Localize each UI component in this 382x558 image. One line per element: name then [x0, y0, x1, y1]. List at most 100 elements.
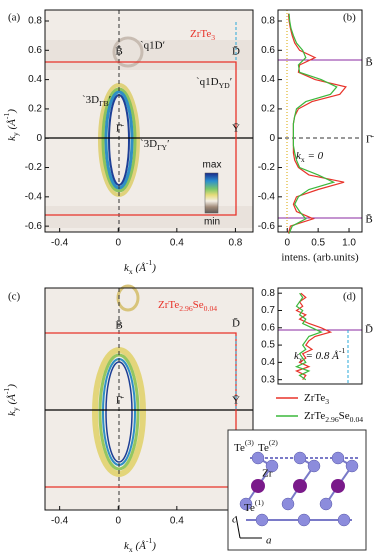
text-part: x [301, 155, 305, 164]
text-part: 3 [325, 397, 329, 406]
x-axis-label: kx (Å-1) [124, 258, 156, 276]
y-tick-label: 0.4 [28, 74, 42, 85]
intensity-curve [294, 292, 323, 381]
annotation: `3DΓY′ [140, 138, 170, 153]
text-part: (Å [6, 394, 18, 407]
y-tick-label: 0.6 [261, 45, 275, 56]
y-tick-label: 0.8 [261, 288, 275, 299]
y-tick-label: 0.7 [261, 305, 275, 316]
x-tick-label: 0 [115, 516, 121, 527]
text-part: ZrTe [158, 299, 179, 311]
atom-label: Te(1) [244, 498, 264, 513]
colorbar-min: min [204, 217, 220, 228]
x-tick-label: 0.4 [170, 238, 184, 249]
x-axis-label: kx (Å-1) [124, 536, 156, 554]
y-tick-label: 0.6 [261, 322, 275, 333]
text-part: Se [339, 410, 350, 422]
axis-a: a [266, 535, 272, 547]
text-part: ZrTe [304, 410, 325, 422]
text-part: `q1D [196, 76, 219, 88]
point-label: B̄ [115, 45, 122, 57]
colorbar-max: max [203, 160, 222, 171]
panel-b [277, 9, 363, 233]
text-part: Te [234, 442, 245, 454]
y-tick-label: 0.6 [28, 45, 42, 56]
text-part: 2.96 [179, 304, 193, 313]
x-tick-label: 0 [284, 238, 290, 249]
atom-label: Zr [262, 468, 273, 480]
text-part: -1 [2, 113, 11, 120]
text-part: k [6, 410, 18, 416]
text-part: (3) [245, 438, 254, 447]
legend-label: ZrTe3 [304, 392, 329, 407]
text-part: `3D [82, 94, 99, 106]
text-part: ZrTe [304, 392, 325, 404]
x-tick-label: 0.8 [228, 238, 242, 249]
text-part: ) [6, 384, 18, 389]
point-label: B̄ [365, 56, 372, 68]
text-part: k [6, 135, 18, 141]
text-part: ΓY [157, 143, 167, 152]
x-tick-label: 0 [115, 238, 121, 249]
y-tick-label: -0.4 [25, 191, 43, 202]
annotation: `3DΓB′ [82, 94, 111, 109]
text-part: ′ [230, 76, 232, 88]
text-part: y [11, 407, 20, 411]
y-tick-label: 0.2 [261, 104, 275, 115]
point-label: D̄ [232, 45, 240, 57]
annotation: `q1D′ [140, 40, 165, 52]
x-tick-label: -0.4 [51, 238, 69, 249]
y-tick-label: 0 [269, 133, 275, 144]
text-part: ΓB [99, 99, 109, 108]
text-part: (2) [269, 438, 278, 447]
point-label: Γ̄ [366, 134, 374, 146]
text-part: ) [151, 262, 156, 274]
legend: ZrTe3 ZrTe2.96Se0.04 [276, 392, 363, 424]
x-tick-label: -0.4 [51, 516, 69, 527]
y-tick-label: 0.4 [261, 74, 275, 85]
panel-d [277, 287, 363, 385]
text-part: Te [258, 442, 269, 454]
text-part: 2.96 [325, 415, 339, 424]
text-part: ) [151, 540, 156, 552]
x-tick-label: 1.0 [342, 238, 356, 249]
point-label: Ȳ [232, 395, 240, 407]
map-a [44, 9, 254, 233]
text-part: k [124, 540, 130, 552]
x-tick-label: 0.5 [311, 238, 325, 249]
sample-title: ZrTe2.96Se0.04 [158, 299, 217, 314]
text-part: ′ [109, 94, 111, 106]
point-label: Ȳ [232, 123, 240, 135]
text-part: -1 [2, 388, 11, 395]
y-tick-label: 0.5 [261, 340, 275, 351]
text-part: x [299, 355, 303, 364]
text-part: ) [6, 109, 18, 114]
x-tick-label: 0.4 [170, 516, 184, 527]
text-part: = 0 [305, 150, 324, 162]
x-axis-label: intens. (arb.units) [281, 252, 359, 264]
intensity-curve [294, 292, 333, 381]
panel-label: (a) [8, 12, 21, 24]
text-part: x [129, 545, 133, 554]
text-part: Se [193, 299, 204, 311]
text-part: Te [244, 502, 255, 514]
y-tick-label: 0.2 [28, 104, 42, 115]
panel-label: (c) [8, 291, 21, 303]
y-tick-label: 0.8 [28, 16, 42, 27]
y-tick-label: 0 [36, 133, 42, 144]
annotation: `q1DYD′ [196, 76, 232, 91]
y-axis-label: ky (Å-1) [2, 109, 20, 141]
cut-label: kx = 0.8 Å-1 [294, 346, 345, 364]
text-part: (Å [133, 540, 146, 552]
atom-label: Te(3) [234, 438, 254, 453]
axis-c: c [232, 514, 237, 526]
y-tick-label: -0.4 [258, 191, 276, 202]
intensity-curve [288, 13, 338, 234]
y-tick-label: -0.2 [258, 162, 276, 173]
y-tick-label: -0.6 [258, 221, 276, 232]
text-part: = 0.8 Å [303, 350, 339, 362]
point-label: D̄ [232, 317, 240, 329]
point-label: D̄ [365, 323, 373, 335]
panel-label: (b) [343, 12, 356, 24]
